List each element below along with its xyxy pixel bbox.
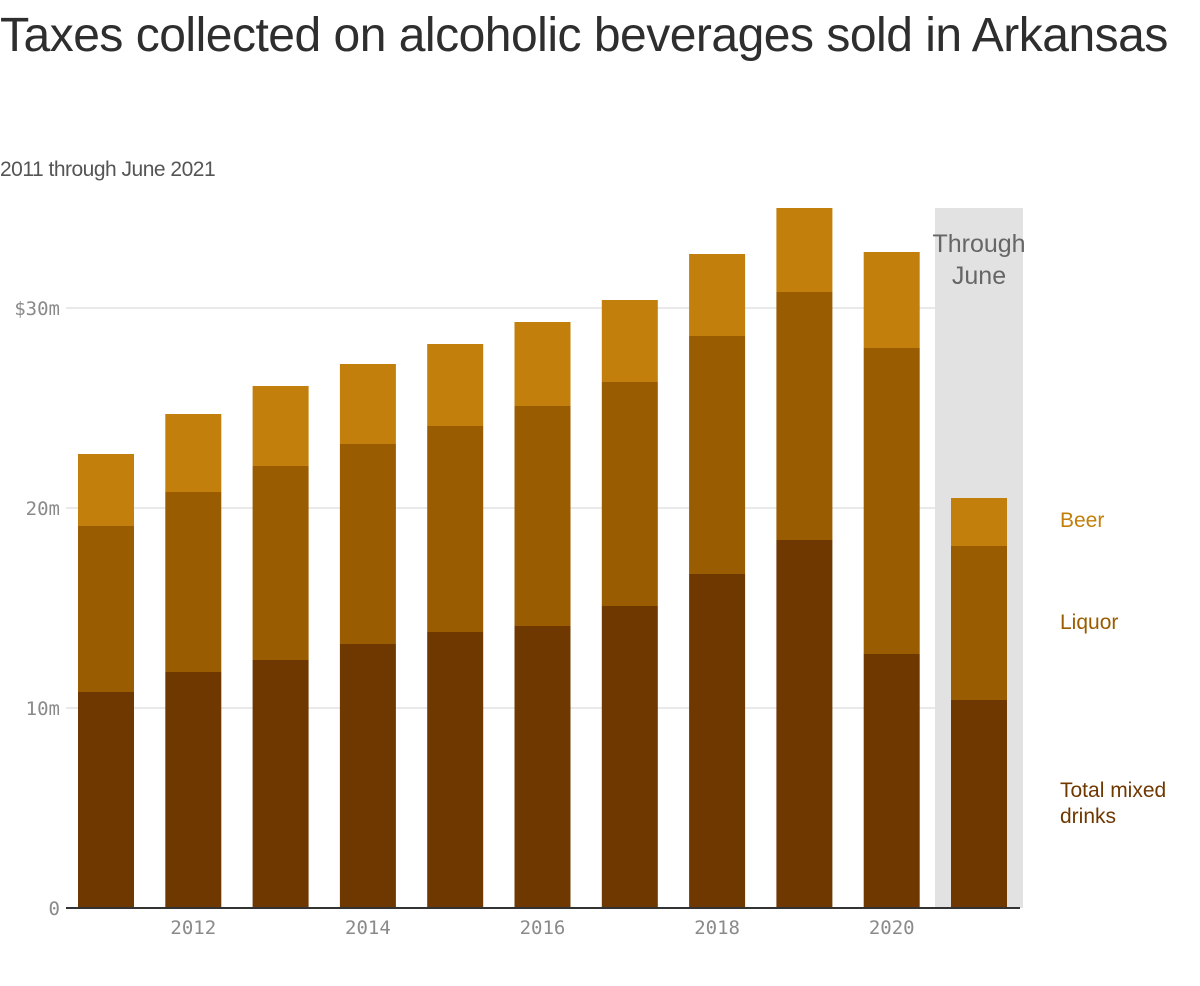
bar-segment <box>951 498 1007 546</box>
y-tick-label: 0 <box>49 898 60 920</box>
bar-segment <box>252 386 309 466</box>
legend-label: Total mixed <box>1060 779 1166 802</box>
x-tick-label: 2020 <box>869 917 915 939</box>
bar-segment <box>339 444 396 644</box>
legend: Total mixed drinks Liquor Beer <box>1060 509 1166 828</box>
y-tick-label: $30m <box>14 298 60 320</box>
bar-segment <box>165 414 222 492</box>
bar-segment <box>689 574 746 908</box>
bar-segment <box>689 336 746 574</box>
through-june-label: Through <box>932 230 1025 258</box>
bar-segment <box>601 300 658 382</box>
bar-segment <box>78 692 134 908</box>
through-june-label: June <box>952 262 1006 290</box>
x-tick-label: 2012 <box>170 917 216 939</box>
bar-segment <box>689 254 746 336</box>
bar-segment <box>427 344 484 426</box>
bar-segment <box>514 406 571 626</box>
chart-title: Taxes collected on alcoholic beverages s… <box>0 9 1168 62</box>
bars <box>78 208 1007 908</box>
bar-segment <box>601 382 658 606</box>
bar-segment <box>514 322 571 406</box>
bar-segment <box>863 252 920 348</box>
legend-label: Liquor <box>1060 611 1118 634</box>
bar-segment <box>601 606 658 908</box>
x-tick-label: 2016 <box>520 917 566 939</box>
bar-segment <box>427 426 484 632</box>
x-tick-label: 2014 <box>345 917 391 939</box>
bar-segment <box>863 348 920 654</box>
bar-segment <box>339 644 396 908</box>
bar-segment <box>776 208 833 292</box>
bar-segment <box>776 540 833 908</box>
bar-segment <box>78 526 134 692</box>
chart-subtitle: 2011 through June 2021 <box>0 158 216 181</box>
bar-segment <box>427 632 484 908</box>
bar-segment <box>165 492 222 672</box>
legend-label: Beer <box>1060 509 1104 532</box>
x-tick-label: 2018 <box>694 917 740 939</box>
bar-segment <box>252 660 309 908</box>
axes: 0 10m 20m $30m 2012 2014 2016 2018 2020 <box>14 298 1020 939</box>
bar-segment <box>339 364 396 444</box>
bar-segment <box>951 700 1007 908</box>
bar-segment <box>165 672 222 908</box>
bar-segment <box>951 546 1007 700</box>
bar-segment <box>78 454 134 526</box>
bar-segment <box>863 654 920 908</box>
y-tick-label: 10m <box>26 698 60 720</box>
bar-segment <box>776 292 833 540</box>
y-tick-label: 20m <box>26 498 60 520</box>
legend-label: drinks <box>1060 805 1116 828</box>
bar-segment <box>514 626 571 908</box>
bar-segment <box>252 466 309 660</box>
